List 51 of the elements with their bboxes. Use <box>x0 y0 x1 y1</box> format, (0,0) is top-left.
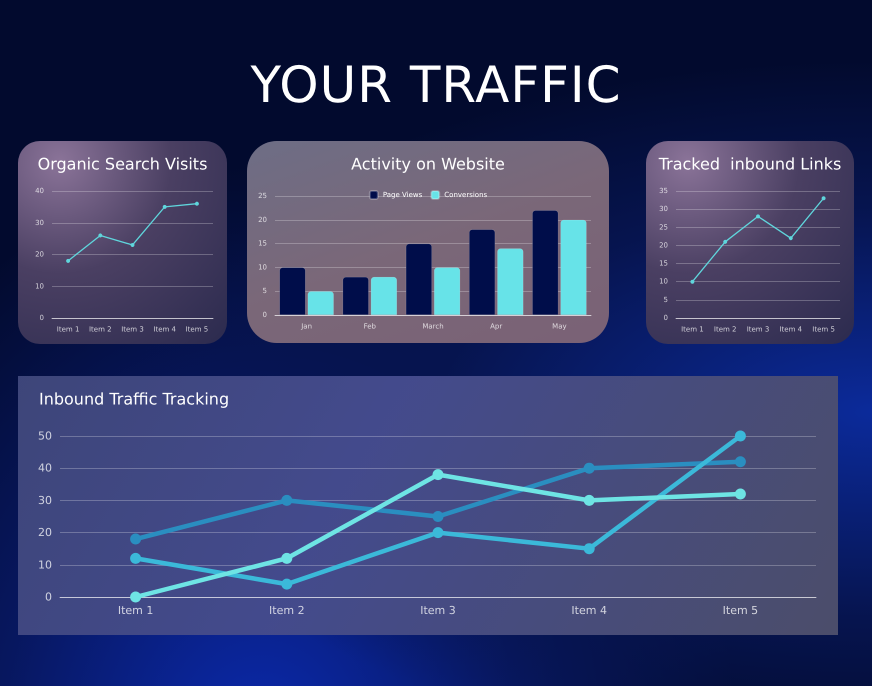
y-tick-label: 50 <box>38 430 52 442</box>
point <box>690 280 694 284</box>
point <box>734 456 746 468</box>
point <box>734 430 746 442</box>
x-tick-label: Item 2 <box>269 604 305 617</box>
point <box>432 469 444 480</box>
y-tick-label: 40 <box>38 462 52 475</box>
point <box>756 214 760 218</box>
point <box>194 202 199 206</box>
text: YOUR TRAFFIC <box>249 55 623 116</box>
point <box>584 494 595 506</box>
point <box>723 240 728 244</box>
chart-title: Activity on Website <box>351 154 505 174</box>
bar <box>308 291 334 315</box>
point <box>584 462 595 474</box>
point <box>98 233 102 238</box>
bar <box>370 276 397 315</box>
point <box>432 511 444 522</box>
bar <box>434 267 460 315</box>
point <box>281 552 292 564</box>
y-tick-label: 30 <box>38 494 52 507</box>
bar <box>406 244 432 315</box>
bar <box>560 220 587 315</box>
point <box>130 242 134 247</box>
point <box>584 543 595 554</box>
chart-title: Inbound Traffic Tracking <box>39 390 230 408</box>
chart-title: Tracked inbound Links <box>658 154 842 174</box>
y-tick-label: 20 <box>38 526 52 540</box>
x-tick-label: Item 5 <box>722 604 758 617</box>
x-tick-label: Item 3 <box>420 604 456 617</box>
x-tick-label: Item 1 <box>118 604 154 617</box>
x-tick-label: Item 4 <box>571 604 607 617</box>
point <box>130 552 142 564</box>
point <box>130 534 142 545</box>
point <box>281 578 292 590</box>
point <box>281 494 292 506</box>
point <box>66 258 70 263</box>
point <box>130 592 142 602</box>
point <box>162 204 167 209</box>
y-tick-label: 10 <box>38 558 52 572</box>
bar <box>497 248 524 315</box>
point <box>822 196 826 200</box>
bar <box>342 276 369 315</box>
bar <box>279 267 306 315</box>
point <box>734 488 746 500</box>
y-tick-label: 0 <box>45 590 52 604</box>
point <box>432 527 444 538</box>
bar <box>469 229 496 315</box>
chart-title: Organic Search Visits <box>38 154 208 174</box>
point <box>788 236 793 240</box>
bar <box>532 210 558 315</box>
